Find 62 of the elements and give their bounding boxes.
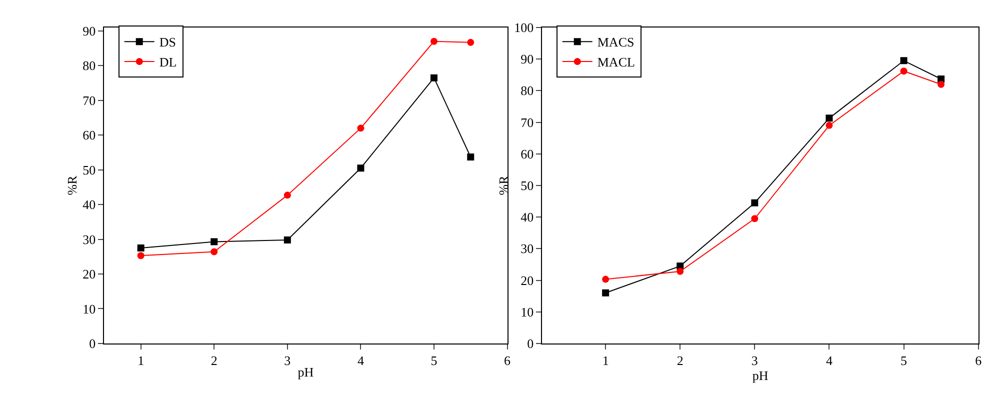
y-tick-label: 40 xyxy=(82,197,96,212)
point xyxy=(826,122,833,129)
y-tick-label: 50 xyxy=(82,162,96,178)
y-tick-label: 90 xyxy=(520,52,534,67)
y-tick-label: 70 xyxy=(82,92,96,108)
y-tick-label: 60 xyxy=(82,128,96,143)
point xyxy=(751,215,758,222)
x-tick-label: 3 xyxy=(284,353,291,368)
point xyxy=(137,244,144,252)
y-tick-label: 60 xyxy=(520,146,534,162)
point xyxy=(602,276,610,283)
y-tick-label: 50 xyxy=(520,178,534,194)
x-tick-label: 6 xyxy=(975,353,982,368)
y-tick-label: 80 xyxy=(82,58,96,74)
point xyxy=(284,192,291,199)
x-tick-label: 2 xyxy=(676,353,684,368)
point xyxy=(826,114,833,122)
point xyxy=(210,248,218,256)
legend-label: MACS xyxy=(597,34,634,50)
point xyxy=(751,199,758,206)
point xyxy=(900,68,908,75)
x-tick-label: 4 xyxy=(826,353,833,368)
y-tick-label: 30 xyxy=(520,241,534,256)
y-tick-label: 20 xyxy=(520,272,534,288)
y-tick-label: 0 xyxy=(527,336,534,351)
x-tick-label: 4 xyxy=(357,353,364,368)
x-tick-label: 2 xyxy=(210,353,218,368)
point xyxy=(357,164,364,172)
point xyxy=(357,124,364,132)
point xyxy=(900,57,908,64)
y-tick-label: 30 xyxy=(82,232,96,247)
x-tick-label: 5 xyxy=(430,353,438,368)
y-tick-label: 80 xyxy=(520,83,534,98)
point xyxy=(676,268,684,275)
point xyxy=(602,289,610,296)
point xyxy=(210,238,218,246)
legend-label: DS xyxy=(159,34,176,50)
x-tick-label: 1 xyxy=(602,353,609,368)
x-tick-label: 6 xyxy=(504,353,512,368)
y-tick-label: 90 xyxy=(82,24,96,39)
legend-label: DL xyxy=(159,54,177,70)
x-tick-label: 5 xyxy=(900,353,908,368)
point xyxy=(137,252,144,260)
legend-label: MACL xyxy=(597,54,635,70)
point xyxy=(430,74,438,82)
y-tick-label: 70 xyxy=(520,114,534,130)
y-tick-label: 10 xyxy=(520,304,534,320)
x-tick-label: 3 xyxy=(751,353,758,368)
point xyxy=(467,153,474,160)
y-tick-label: 0 xyxy=(89,336,96,351)
x-axis-title: pH xyxy=(752,368,768,384)
x-axis-title: pH xyxy=(298,364,314,380)
point xyxy=(430,38,438,45)
y-tick-label: 20 xyxy=(82,266,96,282)
point xyxy=(467,38,474,46)
point xyxy=(284,236,291,244)
point xyxy=(938,80,945,88)
x-tick-label: 1 xyxy=(138,353,144,368)
y-tick-label: 100 xyxy=(514,20,534,36)
y-axis-title: %R xyxy=(64,175,80,196)
y-tick-label: 40 xyxy=(520,210,534,225)
y-tick-label: 10 xyxy=(82,301,96,316)
